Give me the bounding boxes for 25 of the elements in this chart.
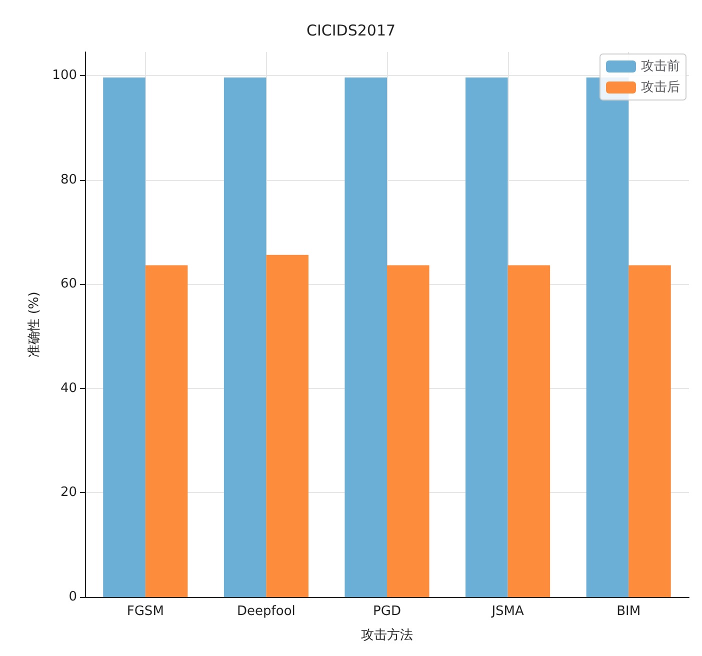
- legend-label: 攻击后: [641, 80, 680, 95]
- bar: [628, 265, 671, 597]
- bar: [508, 265, 550, 597]
- bar: [224, 78, 266, 597]
- chart-title: CICIDS2017: [306, 22, 396, 40]
- legend-label: 攻击前: [641, 59, 680, 74]
- x-tick-label: Deepfool: [237, 604, 296, 619]
- x-tick-label: JSMA: [490, 604, 524, 619]
- bar: [387, 265, 430, 597]
- x-axis-title: 攻击方法: [361, 627, 413, 643]
- bar: [103, 78, 146, 597]
- y-tick-label: 0: [68, 590, 77, 604]
- bar: [344, 78, 387, 597]
- y-axis-title: 准确性 (%): [27, 292, 42, 358]
- x-tick-label: PGD: [373, 604, 401, 619]
- y-tick-label: 20: [60, 485, 77, 500]
- y-tick-label: 40: [60, 380, 77, 396]
- x-tick-label: FGSM: [126, 604, 164, 619]
- bar: [145, 265, 188, 597]
- x-tick-label: BIM: [616, 604, 641, 619]
- y-tick-label: 60: [60, 276, 77, 292]
- bar: [466, 78, 508, 597]
- y-tick-label: 100: [52, 68, 77, 83]
- bar: [266, 254, 308, 597]
- y-tick-label: 80: [60, 172, 77, 188]
